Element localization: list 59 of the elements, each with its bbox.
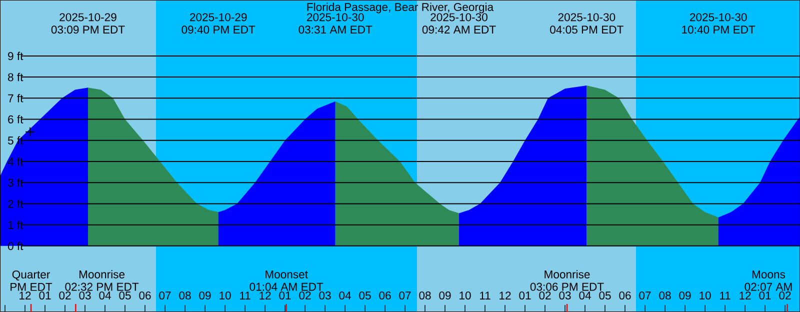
x-tick-label: 05 [599,291,611,300]
annotation: 2025-10-30 03:31 AM EDT [298,13,372,34]
annotation: 2025-10-29 09:40 PM EDT [182,13,256,34]
x-tick-label: 11 [720,292,730,300]
x-tick-label: 01 [759,291,771,300]
x-tick-label: 09 [199,291,211,300]
annotation: 2025-10-30 10:40 PM EDT [682,13,756,34]
x-tick-label: 06 [619,291,631,300]
x-tick-label: 11 [480,292,490,300]
annotation: 2025-10-30 04:05 PM EDT [550,13,624,34]
y-tick-label: 4 ft [8,157,24,166]
x-tick-label: 02 [299,291,311,300]
y-tick-label: 7 ft [8,94,24,102]
x-tick-label: 02 [59,291,71,300]
y-tick-label: 3 ft [8,178,24,187]
x-tick-label: 05 [359,291,371,300]
chart-title: Florida Passage, Bear River, Georgia [307,2,494,14]
x-tick-label: 04 [579,291,591,300]
x-tick-label: 01 [519,291,531,300]
x-tick-label: 03 [79,291,91,300]
x-tick-label: 01 [279,291,291,300]
x-tick-label: 12 [500,292,511,300]
x-tick-label: 07 [639,291,651,300]
x-tick-label: 10 [460,291,471,300]
y-tick-label: 8 ft [8,72,24,82]
ref-line-label: Moons 02:07 AM [744,270,792,291]
x-tick-label: 09 [439,291,451,300]
x-tick-label: 06 [139,291,151,300]
x-tick-label: 03 [559,291,571,300]
x-tick-label: 01 [39,291,51,300]
ref-line-label: Moonrise 03:06 PM EDT [530,270,604,291]
x-tick-label: 08 [419,291,431,300]
x-tick-label: 12 [20,292,31,300]
ref-line-label: Moonset 01:04 AM EDT [250,270,324,291]
x-tick-label: 10 [700,291,711,300]
ref-line-label: Moonrise 02:32 PM EDT [65,270,139,291]
x-tick-label: 12 [740,292,751,300]
x-tick-label: 04 [339,291,351,300]
x-tick-label: 05 [119,291,131,300]
y-tick-label: 9 ft [8,52,24,60]
x-tick-label: 04 [99,291,111,300]
y-tick-label: 6 ft [8,115,24,124]
x-tick-label: 03 [319,291,331,300]
x-tick-label: 09 [679,291,691,300]
y-tick-label: 1 ft [8,220,24,229]
x-tick-label: 06 [379,291,391,300]
x-tick-label: 12 [260,292,271,300]
annotation: 2025-10-29 03:09 PM EDT [51,13,125,34]
annotation: 2025-10-30 09:42 AM EDT [422,13,496,34]
x-tick-label: 10 [220,291,231,300]
x-tick-label: 07 [159,291,171,300]
x-tick-label: 11 [240,292,250,300]
x-tick-label: 07 [399,291,411,300]
x-tick-label: 02 [539,291,551,300]
ref-line-label: Quarter PM EDT [10,270,52,291]
x-tick-label: 08 [179,291,191,300]
x-tick-label: 08 [659,291,671,300]
x-tick-label: 02 [779,291,791,300]
y-tick-label: 2 ft [8,200,24,208]
